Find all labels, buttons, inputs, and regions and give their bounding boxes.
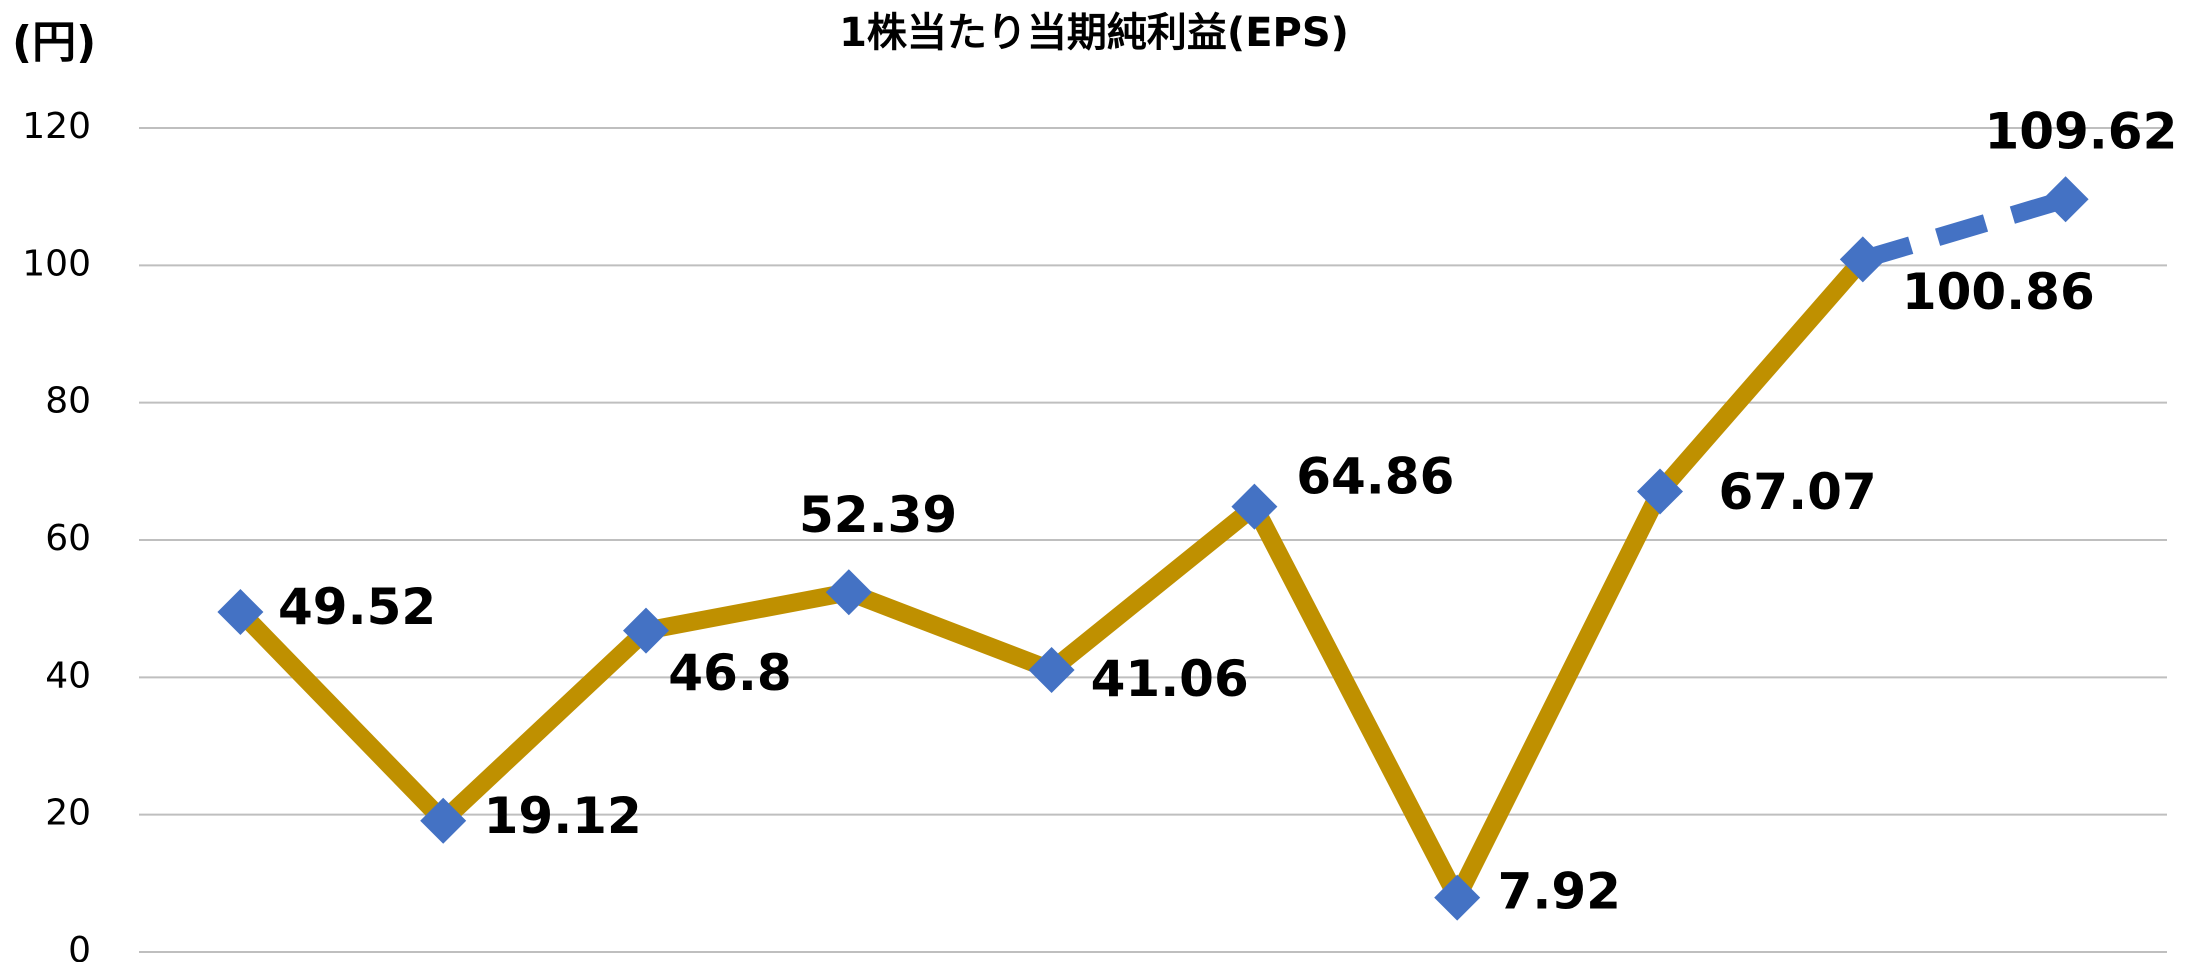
marker (420, 797, 467, 844)
marker (623, 607, 669, 654)
forecast-line (1860, 190, 2069, 269)
chart-title: 1株当たり当期純利益(EPS) (839, 10, 1349, 56)
y-tick-label: 40 (45, 655, 91, 696)
y-tick-label: 80 (45, 381, 91, 422)
y-tick-label: 20 (45, 793, 91, 834)
marker (2042, 176, 2089, 223)
data-label: 52.39 (799, 486, 957, 544)
data-label: 41.06 (1091, 650, 1249, 708)
marker (1637, 468, 1683, 515)
y-tick-label: 100 (22, 243, 91, 284)
data-label: 7.92 (1498, 862, 1621, 920)
y-tick-label: 0 (68, 930, 91, 962)
data-label: 109.62 (1984, 103, 2177, 161)
marker (1028, 647, 1075, 694)
data-label: 49.52 (278, 578, 436, 636)
y-axis-label: (円) (12, 17, 96, 68)
y-tick-label: 60 (45, 518, 91, 559)
data-label: 100.86 (1902, 263, 2095, 321)
data-label: 46.8 (668, 644, 791, 702)
y-tick-label: 120 (22, 106, 91, 147)
marker (217, 588, 264, 635)
data-label: 19.12 (484, 787, 642, 845)
data-label: 64.86 (1296, 448, 1454, 506)
marker (1231, 483, 1278, 530)
marker (1839, 236, 1886, 283)
data-label: 67.07 (1719, 463, 1877, 521)
marker (825, 569, 872, 616)
marker (1434, 874, 1481, 921)
